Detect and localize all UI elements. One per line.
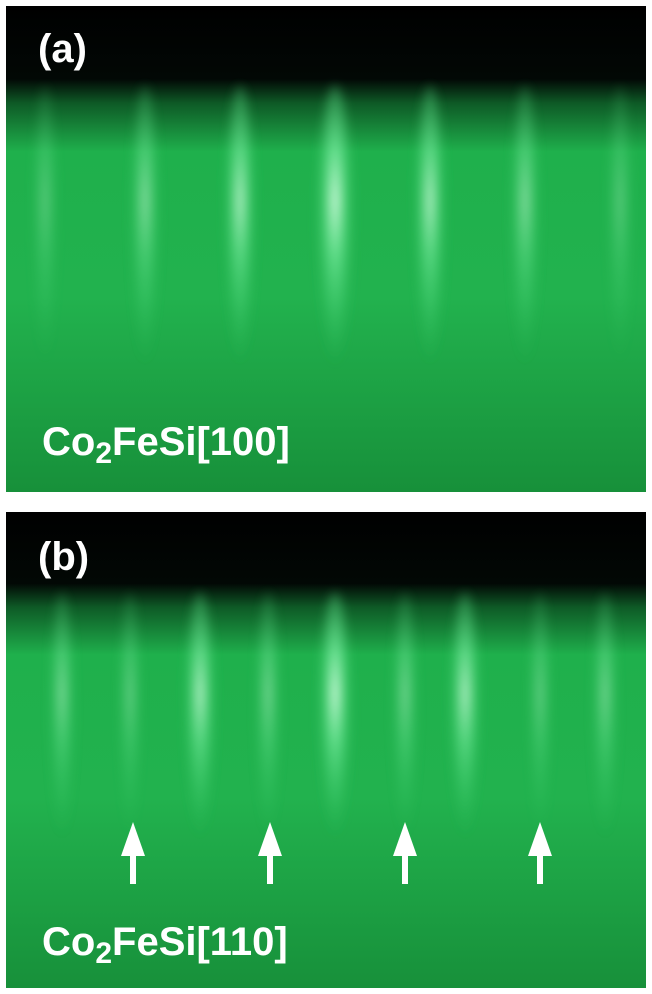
diffraction-streak: [31, 85, 59, 415]
caption: Co2FeSi[110]: [42, 920, 288, 970]
diffraction-streak: [183, 592, 217, 882]
diffraction-streak: [129, 85, 161, 415]
panel-label: (a): [38, 27, 87, 71]
figure: (a) Co2FeSi[100] (b) Co2FeSi[110]: [0, 0, 652, 994]
diffraction-streak: [509, 85, 541, 415]
diffraction-streak: [315, 85, 355, 415]
diffraction-streak: [413, 85, 447, 415]
caption-text: FeSi[110]: [112, 920, 288, 964]
panel-a: (a) Co2FeSi[100]: [6, 6, 646, 492]
caption-subscript: 2: [95, 937, 112, 970]
caption-text: FeSi[100]: [112, 420, 290, 464]
diffraction-streak: [606, 85, 634, 415]
panel-label: (b): [38, 535, 89, 579]
caption-text: Co: [42, 920, 95, 964]
caption-text: Co: [42, 420, 95, 464]
diffraction-streak: [48, 592, 76, 882]
page: (a) Co2FeSi[100] (b) Co2FeSi[110] (() =>…: [0, 0, 652, 994]
caption: Co2FeSi[100]: [42, 420, 290, 470]
diffraction-streak: [317, 592, 353, 882]
panel-b: (b) Co2FeSi[110]: [6, 512, 646, 988]
diffraction-streak: [223, 85, 257, 415]
caption-subscript: 2: [95, 437, 112, 470]
diffraction-streak: [591, 592, 619, 882]
diffraction-streak: [448, 592, 482, 882]
